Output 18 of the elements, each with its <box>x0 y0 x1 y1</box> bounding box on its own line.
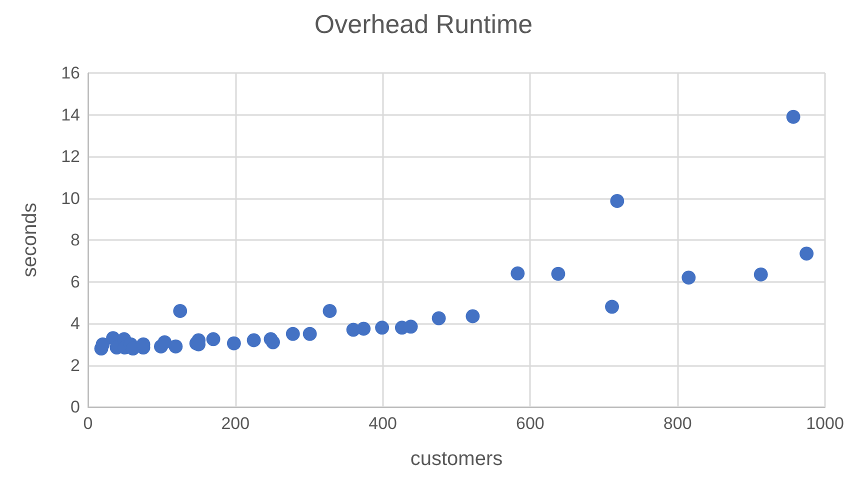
x-tick-label: 200 <box>221 414 250 433</box>
y-tick-label: 16 <box>61 64 80 82</box>
y-tick-label: 14 <box>61 105 80 124</box>
y-tick-label: 10 <box>61 188 80 208</box>
y-tick-label: 0 <box>70 398 80 416</box>
x-axis-title: customers <box>410 448 503 470</box>
x-tick-label: 400 <box>368 414 397 433</box>
y-tick-label: 4 <box>70 314 80 333</box>
x-tick-label: 1000 <box>806 414 844 433</box>
x-tick-label: 600 <box>516 414 544 433</box>
x-tick-label: 800 <box>663 414 692 433</box>
y-tick-label: 12 <box>61 147 80 166</box>
y-axis-title: seconds <box>19 202 41 278</box>
x-tick-label: 0 <box>83 414 93 433</box>
y-tick-label: 2 <box>70 356 80 375</box>
y-tick-label: 8 <box>70 230 80 250</box>
y-tick-label: 6 <box>70 272 80 292</box>
chart-title: Overhead Runtime <box>314 9 533 39</box>
